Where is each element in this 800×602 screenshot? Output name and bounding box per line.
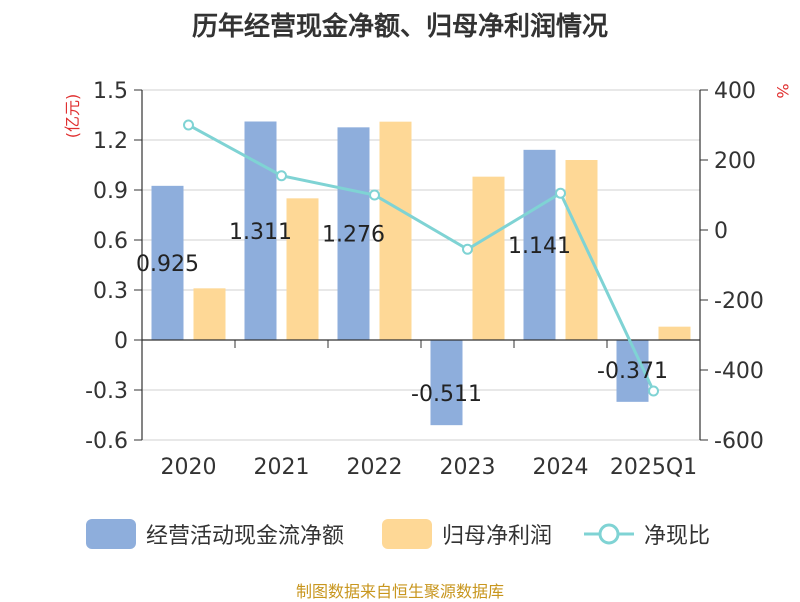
ratio-line	[183, 119, 659, 397]
legend-item-ratio[interactable]: 净现比	[584, 518, 710, 550]
legend-label-net-profit: 归母净利润	[442, 524, 553, 549]
cashflow-bar-2020	[151, 185, 184, 340]
cashflow-value-label: 0.925	[136, 252, 199, 277]
right-tick-label: -600	[714, 429, 764, 454]
right-axis-unit-label: %	[773, 83, 792, 98]
left-tick-label: -0.3	[85, 379, 128, 404]
legend-label-cashflow: 经营活动现金流净额	[146, 524, 345, 549]
category-label: 2023	[440, 455, 496, 480]
legend: 经营活动现金流净额 归母净利润 净现比	[0, 518, 800, 554]
left-tick-label: 1.2	[93, 129, 128, 154]
axes	[134, 89, 708, 441]
ratio-point-2024	[555, 187, 566, 199]
cashflow-value-label: 1.311	[229, 220, 292, 245]
left-axis-ticks: 1.5 1.2 0.9 0.6 0.3 0 -0.3 -0.6	[85, 79, 128, 454]
net-profit-bar-2022	[379, 121, 412, 341]
category-label: 2025Q1	[610, 455, 697, 480]
legend-swatch-net-profit	[382, 519, 432, 549]
ratio-point-2021	[276, 170, 287, 182]
left-tick-label: 0.9	[93, 179, 128, 204]
ratio-point-2020	[183, 119, 194, 131]
cashflow-value-label: 1.276	[322, 223, 385, 248]
left-tick-label: 1.5	[93, 79, 128, 104]
legend-item-cashflow[interactable]: 经营活动现金流净额	[86, 518, 344, 550]
legend-line-marker-icon	[584, 523, 634, 545]
category-label: 2022	[347, 455, 403, 480]
left-tick-label: 0.6	[93, 229, 128, 254]
bars	[151, 121, 691, 426]
cashflow-bar-2023	[430, 340, 463, 426]
net-profit-bar-2025Q1	[658, 326, 691, 340]
net-profit-bar-2023	[472, 176, 505, 340]
cashflow-bar-2024	[523, 149, 556, 340]
category-label: 2024	[533, 455, 589, 480]
cashflow-value-label: -0.371	[597, 359, 668, 384]
net-profit-bar-2021	[286, 198, 319, 340]
legend-item-net-profit[interactable]: 归母净利润	[382, 518, 552, 550]
right-tick-label: 200	[714, 149, 756, 174]
chart-title: 历年经营现金净额、归母净利润情况	[191, 12, 608, 42]
right-tick-label: 400	[714, 79, 756, 104]
left-tick-label: 0	[114, 329, 128, 354]
source-footer: 制图数据来自恒生聚源数据库	[295, 582, 504, 601]
cashflow-bar-2022	[337, 127, 370, 340]
right-tick-label: -400	[714, 359, 764, 384]
cashflow-value-label: 1.141	[508, 234, 571, 259]
category-label: 2020	[161, 455, 217, 480]
left-tick-label: 0.3	[93, 279, 128, 304]
left-axis-unit-label: (亿元)	[63, 94, 82, 139]
right-tick-label: 0	[714, 219, 728, 244]
ratio-polyline	[187, 123, 655, 392]
left-tick-label: -0.6	[85, 429, 128, 454]
category-label: 2021	[254, 455, 310, 480]
legend-swatch-cashflow	[86, 519, 136, 549]
legend-label-ratio: 净现比	[644, 524, 711, 549]
cashflow-value-label: -0.511	[411, 382, 482, 407]
net-profit-bar-2024	[565, 160, 598, 340]
right-tick-label: -200	[714, 289, 764, 314]
category-labels: 2020 2021 2022 2023 2024 2025Q1	[161, 455, 698, 480]
ratio-point-2022	[369, 189, 380, 201]
net-profit-bar-2020	[193, 288, 226, 340]
ratio-point-2025Q1	[648, 385, 659, 397]
data-labels: 0.925 1.311 1.276 -0.511 1.141 -0.371	[136, 220, 668, 407]
ratio-point-2023	[462, 243, 473, 255]
right-axis-ticks: 400 200 0 -200 -400 -600	[714, 79, 764, 454]
